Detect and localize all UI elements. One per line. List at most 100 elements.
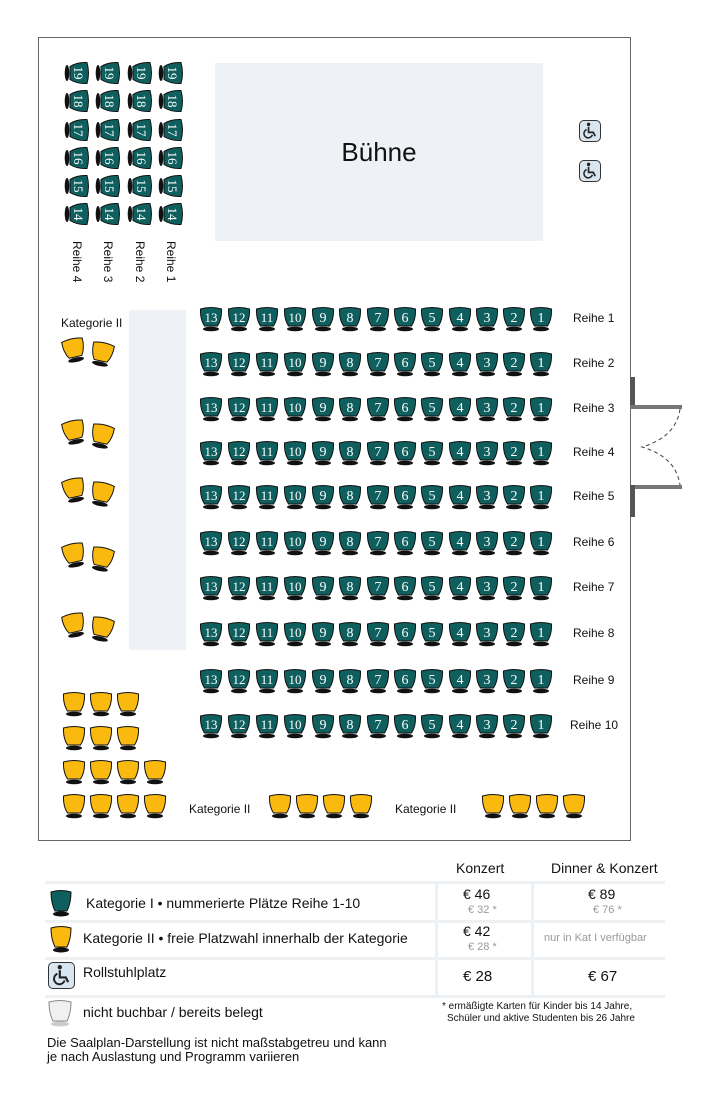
seat-kat1[interactable]: 10 (283, 713, 307, 739)
seat-kat1[interactable]: 3 (475, 351, 499, 377)
seat-kat2[interactable] (89, 793, 113, 819)
seat-kat1[interactable]: 11 (255, 668, 279, 694)
seat-kat2[interactable] (268, 793, 292, 819)
seat-kat1[interactable]: 3 (475, 575, 499, 601)
seat-kat1[interactable]: 3 (475, 440, 499, 466)
seat-kat1[interactable]: 12 (227, 668, 251, 694)
seat-kat2[interactable] (88, 544, 117, 574)
seat-kat1[interactable]: 3 (475, 484, 499, 510)
seat-kat1[interactable]: 7 (366, 621, 390, 647)
seat-kat1[interactable]: 13 (199, 396, 223, 422)
seat-kat1[interactable]: 9 (311, 440, 335, 466)
seat-kat2[interactable] (89, 759, 113, 785)
seat-kat1[interactable]: 1 (529, 351, 553, 377)
seat-kat2[interactable] (88, 339, 117, 369)
seat-kat1[interactable]: 18 (95, 89, 121, 113)
seat-kat2[interactable] (89, 691, 113, 717)
seat-kat1[interactable]: 8 (338, 440, 362, 466)
seat-kat1[interactable]: 16 (64, 146, 90, 170)
seat-kat1[interactable]: 12 (227, 306, 251, 332)
seat-kat2[interactable] (535, 793, 559, 819)
seat-kat1[interactable]: 14 (64, 202, 90, 226)
seat-kat1[interactable]: 12 (227, 575, 251, 601)
seat-kat1[interactable]: 13 (199, 351, 223, 377)
seat-kat1[interactable]: 10 (283, 621, 307, 647)
seat-kat1[interactable]: 9 (311, 575, 335, 601)
seat-kat1[interactable]: 5 (420, 306, 444, 332)
seat-kat1[interactable]: 15 (127, 174, 153, 198)
seat-kat1[interactable]: 10 (283, 668, 307, 694)
seat-kat2[interactable] (88, 421, 117, 451)
seat-kat1[interactable]: 6 (393, 713, 417, 739)
seat-kat1[interactable]: 5 (420, 396, 444, 422)
seat-kat1[interactable]: 8 (338, 713, 362, 739)
seat-kat2[interactable] (481, 793, 505, 819)
seat-kat1[interactable]: 6 (393, 396, 417, 422)
seat-kat2[interactable] (89, 725, 113, 751)
seat-kat1[interactable]: 5 (420, 440, 444, 466)
seat-kat1[interactable]: 7 (366, 668, 390, 694)
seat-kat1[interactable]: 9 (311, 484, 335, 510)
seat-kat1[interactable]: 4 (448, 351, 472, 377)
seat-kat1[interactable]: 1 (529, 484, 553, 510)
seat-kat1[interactable]: 6 (393, 668, 417, 694)
seat-kat1[interactable]: 16 (95, 146, 121, 170)
seat-kat1[interactable]: 13 (199, 575, 223, 601)
seat-kat1[interactable]: 10 (283, 484, 307, 510)
seat-kat1[interactable]: 18 (64, 89, 90, 113)
seat-kat1[interactable]: 1 (529, 530, 553, 556)
seat-kat1[interactable]: 15 (95, 174, 121, 198)
seat-kat2[interactable] (295, 793, 319, 819)
seat-kat1[interactable]: 15 (64, 174, 90, 198)
seat-kat1[interactable]: 7 (366, 440, 390, 466)
seat-kat1[interactable]: 11 (255, 351, 279, 377)
seat-kat1[interactable]: 1 (529, 668, 553, 694)
seat-kat1[interactable]: 2 (502, 530, 526, 556)
seat-kat1[interactable]: 5 (420, 484, 444, 510)
seat-kat1[interactable]: 9 (311, 530, 335, 556)
seat-kat1[interactable]: 1 (529, 621, 553, 647)
seat-kat1[interactable]: 7 (366, 306, 390, 332)
seat-kat1[interactable]: 19 (158, 61, 184, 85)
seat-kat2[interactable] (116, 793, 140, 819)
seat-kat1[interactable]: 10 (283, 530, 307, 556)
seat-kat1[interactable]: 2 (502, 396, 526, 422)
seat-kat1[interactable]: 3 (475, 396, 499, 422)
seat-kat2[interactable] (60, 610, 89, 640)
seat-kat1[interactable]: 8 (338, 306, 362, 332)
seat-kat1[interactable]: 18 (158, 89, 184, 113)
seat-kat1[interactable]: 12 (227, 713, 251, 739)
seat-kat1[interactable]: 5 (420, 668, 444, 694)
seat-kat1[interactable]: 4 (448, 440, 472, 466)
seat-kat1[interactable]: 13 (199, 440, 223, 466)
seat-kat1[interactable]: 9 (311, 396, 335, 422)
seat-kat1[interactable]: 7 (366, 575, 390, 601)
seat-kat2[interactable] (562, 793, 586, 819)
seat-kat1[interactable]: 14 (127, 202, 153, 226)
seat-kat1[interactable]: 6 (393, 484, 417, 510)
seat-kat1[interactable]: 8 (338, 351, 362, 377)
seat-kat1[interactable]: 3 (475, 621, 499, 647)
seat-kat1[interactable]: 13 (199, 621, 223, 647)
seat-kat1[interactable]: 4 (448, 713, 472, 739)
seat-kat2[interactable] (116, 691, 140, 717)
seat-kat1[interactable]: 11 (255, 575, 279, 601)
seat-kat1[interactable]: 11 (255, 440, 279, 466)
seat-kat1[interactable]: 2 (502, 306, 526, 332)
seat-kat1[interactable]: 1 (529, 306, 553, 332)
seat-kat1[interactable]: 16 (158, 146, 184, 170)
seat-kat1[interactable]: 13 (199, 713, 223, 739)
seat-kat2[interactable] (88, 479, 117, 509)
seat-kat2[interactable] (349, 793, 373, 819)
seat-kat1[interactable]: 9 (311, 351, 335, 377)
seat-kat1[interactable]: 13 (199, 530, 223, 556)
seat-kat2[interactable] (60, 540, 89, 570)
seat-kat1[interactable]: 2 (502, 351, 526, 377)
seat-kat1[interactable]: 7 (366, 530, 390, 556)
seat-kat1[interactable]: 14 (95, 202, 121, 226)
seat-kat1[interactable]: 8 (338, 668, 362, 694)
seat-kat1[interactable]: 4 (448, 306, 472, 332)
seat-kat1[interactable]: 9 (311, 713, 335, 739)
seat-kat1[interactable]: 12 (227, 351, 251, 377)
seat-kat2[interactable] (62, 691, 86, 717)
